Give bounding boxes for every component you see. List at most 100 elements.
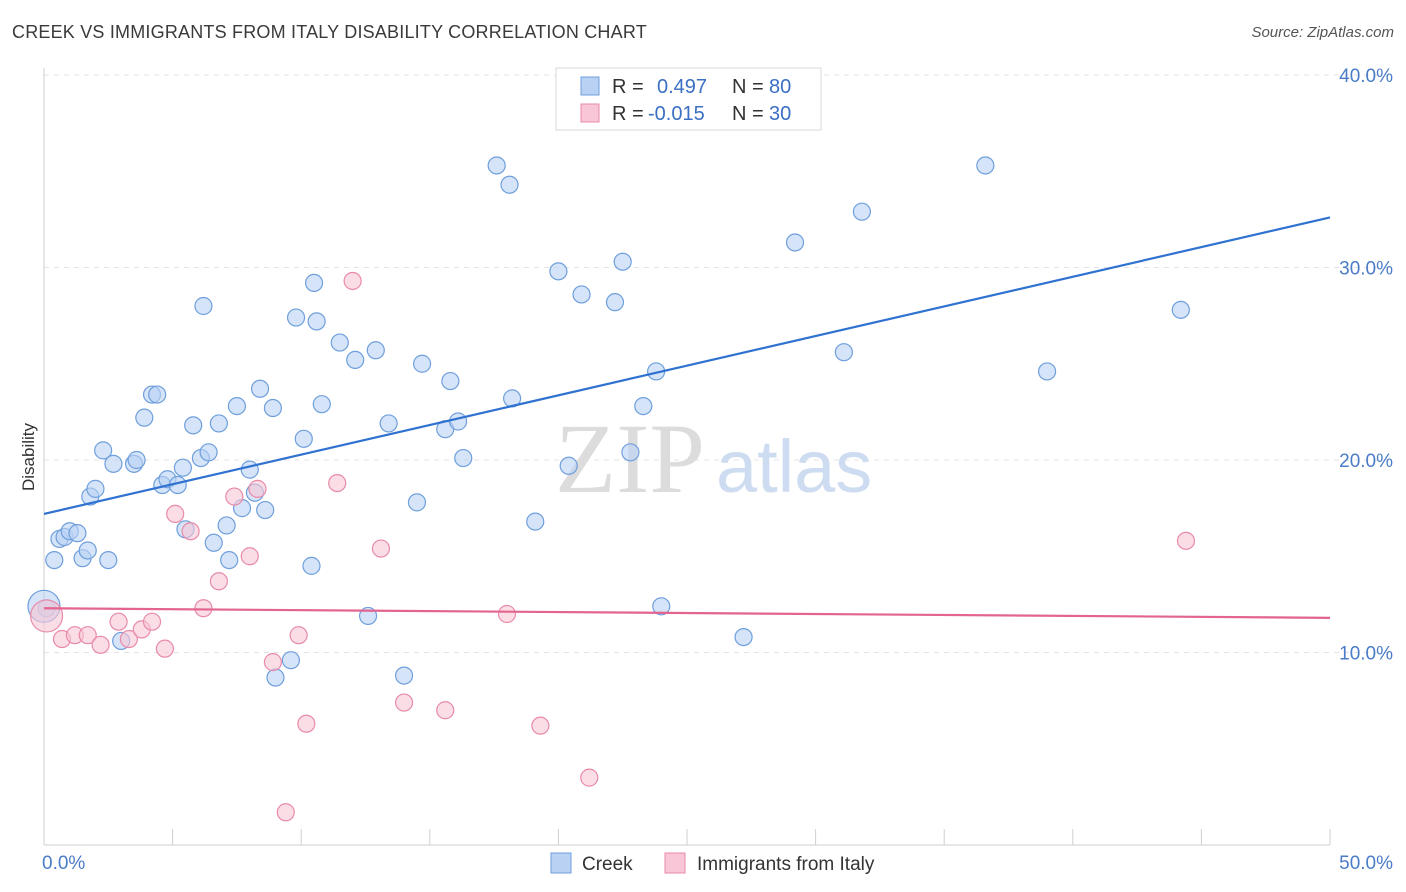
creek-point	[407, 493, 427, 512]
source-label: Source: ZipAtlas.com	[1251, 24, 1394, 41]
creek-point	[330, 333, 349, 352]
creek-point	[572, 285, 591, 304]
bottom-legend-label-creek: Creek	[582, 854, 633, 875]
legend-box	[555, 67, 822, 131]
y-tick-label: 20.0%	[1339, 451, 1393, 472]
creek-point	[500, 175, 519, 194]
creek-point	[45, 550, 64, 570]
creek-point	[227, 397, 246, 416]
creek-point	[785, 233, 805, 252]
italy-point	[194, 599, 213, 618]
italy-point	[91, 635, 110, 654]
legend-swatch-italy	[580, 103, 600, 123]
creek-point	[127, 450, 146, 470]
creek-point	[613, 252, 632, 271]
axes	[43, 68, 1331, 846]
legend-r-label-italy: R =	[612, 103, 644, 125]
trend-lines	[43, 216, 1331, 619]
creek-point	[441, 371, 460, 391]
creek-point	[652, 597, 671, 616]
creek-point	[852, 202, 871, 221]
creek-point	[1171, 300, 1190, 319]
bottom-legend-swatch-italy	[664, 852, 686, 874]
italy-point	[109, 612, 128, 631]
italy-point	[155, 639, 174, 658]
creek-point	[104, 454, 123, 473]
grid-lines	[44, 74, 1392, 653]
creek-point	[1037, 362, 1057, 381]
italy-point	[276, 803, 295, 822]
chart-title: CREEK VS IMMIGRANTS FROM ITALY DISABILIT…	[12, 22, 647, 42]
y-axis-label: Disability	[19, 422, 38, 491]
italy-point	[289, 626, 308, 645]
italy-point	[142, 612, 162, 631]
creek-point	[634, 397, 653, 416]
creek-point	[454, 448, 473, 468]
creek-point	[78, 541, 97, 560]
creek-point	[250, 379, 270, 398]
bottom-legend: Creek Immigrants from Italy	[550, 852, 875, 875]
bottom-legend-label-italy: Immigrants from Italy	[697, 854, 875, 875]
creek-point	[94, 441, 113, 460]
creek-point	[834, 343, 853, 362]
italy-point	[497, 604, 517, 624]
creek-point	[294, 429, 313, 448]
legend-r-label-creek: R =	[612, 76, 644, 98]
italy-point	[209, 572, 228, 591]
creek-point	[304, 273, 324, 292]
creek-point	[220, 550, 239, 570]
bottom-legend-swatch-creek	[550, 852, 572, 874]
italy-point	[394, 693, 414, 712]
creek-point	[346, 350, 365, 369]
creek-point	[734, 627, 753, 647]
creek-point	[526, 512, 545, 531]
creek-point	[549, 262, 568, 281]
watermark-atlas: atlas	[716, 425, 872, 508]
creek-point	[86, 479, 105, 498]
creek-point	[266, 668, 285, 687]
x-tick-label-end: 50.0%	[1339, 853, 1393, 874]
creek-point	[412, 354, 432, 373]
italy-point	[436, 701, 455, 720]
creek-point	[394, 666, 414, 685]
creek-point	[148, 385, 167, 404]
legend-r-value-creek: 0.497	[657, 76, 707, 98]
creek-point	[302, 556, 321, 575]
italy-point	[240, 547, 259, 566]
creek-point	[256, 500, 275, 520]
creek-point	[281, 651, 301, 670]
italy-point	[328, 474, 347, 493]
creek-point	[448, 412, 468, 431]
y-tick-label: 10.0%	[1339, 644, 1393, 665]
creek-point	[976, 156, 995, 175]
italy-point	[343, 271, 362, 291]
y-tick-label: 30.0%	[1339, 259, 1393, 280]
italy-point	[580, 768, 599, 787]
italy-point	[531, 716, 550, 735]
creek-point	[173, 458, 192, 477]
italy-point	[78, 626, 97, 645]
creek-point	[286, 308, 306, 327]
legend-swatch-creek	[580, 76, 600, 96]
italy-point	[297, 714, 316, 733]
legend-n-value-italy: 30	[769, 103, 791, 125]
y-tick-label: 40.0%	[1339, 66, 1393, 87]
creek-point	[194, 296, 213, 316]
creek-point	[184, 416, 203, 435]
creek-point	[240, 460, 259, 479]
italy-point	[166, 504, 185, 524]
italy-point	[181, 522, 200, 541]
creek-point	[68, 524, 87, 543]
italy-point	[263, 653, 283, 672]
creek-point	[99, 550, 118, 570]
x-tick-label-start: 0.0%	[42, 853, 85, 874]
creek-point	[487, 156, 506, 175]
creek-point	[605, 293, 625, 312]
creek-point	[366, 341, 385, 360]
creek-trend-line	[43, 216, 1331, 515]
italy-points	[29, 271, 1196, 822]
creek-point	[204, 533, 223, 552]
creek-point	[135, 408, 154, 427]
legend-r-value-italy: -0.015	[648, 103, 705, 125]
